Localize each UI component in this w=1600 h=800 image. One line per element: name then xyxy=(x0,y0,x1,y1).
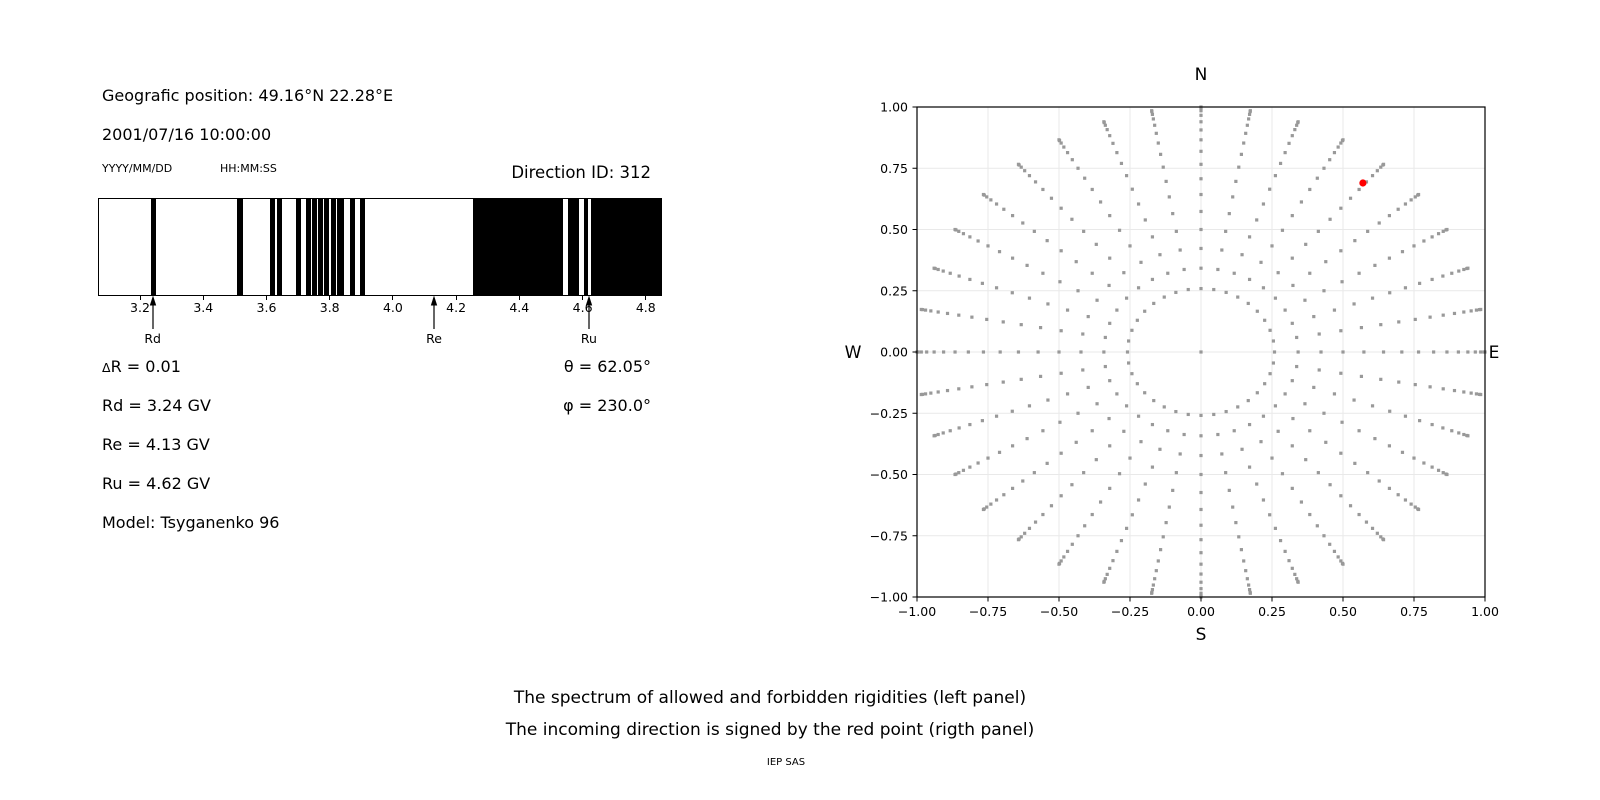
allowed-band xyxy=(324,199,330,295)
svg-text:0.00: 0.00 xyxy=(880,345,908,360)
delta-symbol: Δ xyxy=(102,360,111,375)
credit-text: IEP SAS xyxy=(766,757,806,768)
compass-east-label: E xyxy=(1489,343,1500,363)
direction-id-text: Direction ID: 312 xyxy=(511,163,651,182)
caption-line1: The spectrum of allowed and forbidden ri… xyxy=(513,688,1027,708)
direction-plot: −1.00 −0.75 −0.50 −0.25 0.00 0.25 0.50 0.75 1.00… xyxy=(830,55,1520,655)
delta-r-text: ΔR = 0.01 xyxy=(102,357,181,376)
x-tick-label: 3.4 xyxy=(193,300,214,315)
axis-ticks xyxy=(912,106,1486,602)
svg-text:1.00: 1.00 xyxy=(880,100,908,115)
svg-text:−0.50: −0.50 xyxy=(1040,604,1078,619)
allowed-band xyxy=(270,199,275,295)
svg-text:−1.00: −1.00 xyxy=(898,604,936,619)
svg-text:0.00: 0.00 xyxy=(1187,604,1215,619)
marker-arrow-icon xyxy=(585,295,593,329)
re-text: Re = 4.13 GV xyxy=(102,435,210,454)
svg-text:−0.50: −0.50 xyxy=(870,467,908,482)
rd-text: Rd = 3.24 GV xyxy=(102,396,211,415)
allowed-band xyxy=(583,199,588,295)
x-tick xyxy=(329,295,331,300)
x-tick-label: 3.6 xyxy=(256,300,277,315)
x-tick xyxy=(582,295,584,300)
svg-text:−1.00: −1.00 xyxy=(870,590,908,605)
allowed-band xyxy=(331,199,336,295)
red-incoming-direction-point xyxy=(1359,179,1367,187)
x-tick xyxy=(266,295,267,300)
compass-north-label: N xyxy=(1195,65,1208,85)
svg-text:0.75: 0.75 xyxy=(880,161,908,176)
allowed-band xyxy=(472,199,563,295)
theta-text: θ = 62.05° xyxy=(563,357,651,376)
date-format-hint: YYYY/MM/DD xyxy=(102,162,173,175)
x-tick xyxy=(392,295,394,300)
svg-text:−0.25: −0.25 xyxy=(1111,604,1149,619)
allowed-band xyxy=(305,199,311,295)
rigidity-spectrum-markers: Rd Re Ru xyxy=(98,294,660,354)
allowed-band xyxy=(150,199,157,295)
allowed-band xyxy=(337,199,344,295)
direction-plot-svg: −1.00 −0.75 −0.50 −0.25 0.00 0.25 0.50 0.75 1.00… xyxy=(845,65,1500,645)
x-tick xyxy=(518,295,520,300)
svg-text:−0.25: −0.25 xyxy=(870,406,908,421)
svg-text:0.50: 0.50 xyxy=(880,222,908,237)
svg-text:0.75: 0.75 xyxy=(1400,604,1428,619)
direction-grid-dots xyxy=(915,105,1487,599)
svg-text:0.50: 0.50 xyxy=(1329,604,1357,619)
allowed-band xyxy=(591,199,661,295)
x-tick-label: 4.2 xyxy=(446,300,467,315)
allowed-band xyxy=(312,199,317,295)
datetime-text: 2001/07/16 10:00:00 xyxy=(102,125,272,144)
rigidity-spectrum-plot xyxy=(98,198,662,296)
x-tick-label: 4.0 xyxy=(382,300,403,315)
allowed-band xyxy=(237,199,244,295)
svg-text:−0.75: −0.75 xyxy=(969,604,1007,619)
x-tick xyxy=(202,295,204,300)
compass-south-label: S xyxy=(1196,625,1207,645)
phi-text: φ = 230.0° xyxy=(563,396,651,415)
delta-r-value: R = 0.01 xyxy=(110,357,181,376)
x-tick-label: 3.2 xyxy=(130,300,150,315)
marker-label: Re xyxy=(426,331,442,346)
compass-labels: N S W E xyxy=(845,65,1500,645)
marker-arrow-icon xyxy=(149,295,156,329)
allowed-band xyxy=(567,199,579,295)
compass-west-label: W xyxy=(845,343,862,363)
model-text: Model: Tsyganenko 96 xyxy=(102,513,280,532)
x-tick xyxy=(455,295,457,300)
allowed-band xyxy=(277,199,283,295)
x-tick xyxy=(645,295,647,300)
svg-text:0.25: 0.25 xyxy=(880,283,908,298)
axis-tick-labels: −1.00 −0.75 −0.50 −0.25 0.00 0.25 0.50 0.75 1.00… xyxy=(870,100,1499,620)
allowed-band xyxy=(295,199,301,295)
ru-text: Ru = 4.62 GV xyxy=(102,474,211,493)
allowed-band xyxy=(360,199,366,295)
svg-text:−0.75: −0.75 xyxy=(870,528,908,543)
allowed-band xyxy=(350,199,355,295)
marker-label: Ru xyxy=(580,331,597,346)
rigidity-spectrum-axis: 3.2 3.4 3.6 3.8 4.0 4.2 4.4 4.6 4.8 xyxy=(98,295,660,355)
marker-label: Rd xyxy=(144,331,161,346)
x-tick-label: 4.8 xyxy=(635,300,656,315)
x-tick xyxy=(139,295,141,300)
x-tick-label: 3.8 xyxy=(319,300,340,315)
allowed-band xyxy=(318,199,323,295)
svg-text:1.00: 1.00 xyxy=(1471,604,1499,619)
marker-arrow-icon xyxy=(430,295,438,329)
x-tick-label: 4.4 xyxy=(509,300,530,315)
geographic-position-text: Geografic position: 49.16°N 22.28°E xyxy=(102,86,394,105)
svg-text:0.25: 0.25 xyxy=(1258,604,1286,619)
caption-line2: The incoming direction is signed by the … xyxy=(505,720,1035,740)
time-format-hint: HH:MM:SS xyxy=(220,162,277,175)
